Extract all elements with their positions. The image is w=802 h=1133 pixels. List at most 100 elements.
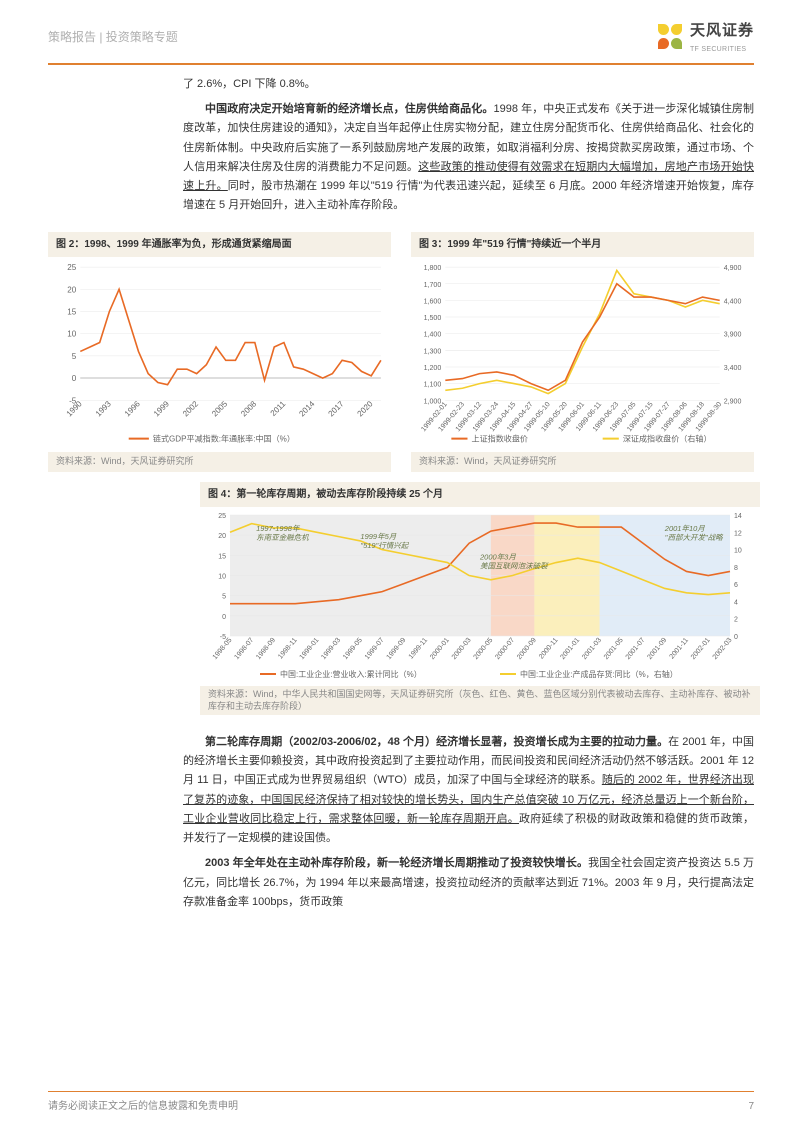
svg-text:10: 10: [218, 573, 226, 580]
paragraph-cycle2: 第二轮库存周期（2002/03-2006/02，48 个月）经济增长显著，投资增…: [183, 733, 754, 849]
svg-text:14: 14: [734, 513, 742, 520]
svg-text:10: 10: [734, 547, 742, 554]
svg-text:1998-11: 1998-11: [277, 636, 299, 660]
svg-text:2017: 2017: [327, 399, 346, 418]
svg-text:2011: 2011: [269, 399, 288, 418]
p3-bold: 2003 年全年处在主动补库存阶段，新一轮经济增长周期推动了投资较快增长。: [205, 857, 588, 869]
chart3-svg: 1,0001,1001,2001,3001,4001,5001,6001,700…: [411, 257, 754, 449]
chart3-source: 资料来源：Wind，天风证券研究所: [411, 452, 754, 471]
svg-text:链式GDP平减指数:年通胀率:中国（%）: 链式GDP平减指数:年通胀率:中国（%）: [153, 433, 295, 443]
chart3-box: 图 3：1999 年"519 行情"持续近一个半月 1,000 1,100 1,20…: [411, 232, 754, 472]
svg-text:2001-09: 2001-09: [646, 636, 668, 660]
svg-text:12: 12: [734, 530, 742, 537]
svg-text:1,300: 1,300: [424, 348, 442, 355]
svg-text:2000-03: 2000-03: [451, 636, 473, 660]
chart4-box: 图 4：第一轮库存周期，被动去库存阶段持续 25 个月 -50510152025…: [200, 482, 760, 715]
section2-text: 第二轮库存周期（2002/03-2006/02，48 个月）经济增长显著，投资增…: [48, 733, 754, 912]
svg-text:2001-07: 2001-07: [625, 636, 647, 660]
svg-text:2008: 2008: [239, 399, 258, 418]
p1-bold: 中国政府决定开始培育新的经济增长点，住房供给商品化。: [205, 103, 493, 115]
svg-text:美国互联网泡沫破裂: 美国互联网泡沫破裂: [480, 561, 549, 570]
svg-text:2000-09: 2000-09: [516, 636, 538, 660]
p1-rest-b: 同时，股市热潮在 1999 年以"519 行情"为代表迅速兴起，延续至 6 月底…: [183, 180, 754, 211]
svg-text:1,000: 1,000: [424, 398, 442, 405]
logo-icon: [658, 24, 684, 50]
p2-bold: 第二轮库存周期（2002/03-2006/02，48 个月）经济增长显著，投资增…: [205, 736, 668, 748]
footer-disclaimer: 请务必阅读正文之后的信息披露和免责申明: [48, 1098, 238, 1115]
svg-text:6: 6: [734, 582, 738, 589]
logo: 天风证券 TF SECURITIES: [658, 18, 754, 55]
svg-text:上证指数收盘价: 上证指数收盘价: [472, 433, 528, 443]
svg-text:2,900: 2,900: [724, 398, 742, 405]
svg-text:1999-01: 1999-01: [299, 636, 321, 660]
svg-text:1999-07: 1999-07: [364, 636, 386, 660]
svg-text:4,400: 4,400: [724, 298, 742, 305]
svg-text:1996: 1996: [123, 399, 142, 418]
svg-text:"519"行情兴起: "519"行情兴起: [360, 541, 409, 550]
svg-text:0: 0: [72, 374, 77, 383]
chart4-svg: -50510152025024681012141998-051998-07199…: [200, 507, 760, 682]
chart4-title: 图 4：第一轮库存周期，被动去库存阶段持续 25 个月: [200, 482, 760, 507]
svg-text:2014: 2014: [297, 399, 316, 418]
page-footer: 请务必阅读正文之后的信息披露和免责申明 7: [48, 1091, 754, 1115]
chart2-box: 图 2：1998、1999 年通胀率为负，形成通货紧缩局面 -505101520…: [48, 232, 391, 472]
svg-text:5: 5: [72, 352, 77, 361]
svg-text:2001年10月: 2001年10月: [664, 524, 706, 533]
svg-text:10: 10: [67, 329, 76, 338]
svg-text:1999年5月: 1999年5月: [360, 532, 396, 541]
svg-text:2020: 2020: [356, 399, 375, 418]
svg-text:5: 5: [222, 593, 226, 600]
svg-text:1998-09: 1998-09: [255, 636, 277, 660]
svg-text:2000-11: 2000-11: [538, 636, 560, 660]
svg-text:25: 25: [67, 263, 76, 272]
breadcrumb: 策略报告 | 投资策略专题: [48, 27, 178, 47]
svg-text:20: 20: [67, 285, 76, 294]
svg-text:1993: 1993: [94, 399, 113, 418]
paragraph-2003: 2003 年全年处在主动补库存阶段，新一轮经济增长周期推动了投资较快增长。我国全…: [183, 854, 754, 912]
svg-text:4: 4: [734, 599, 738, 606]
svg-text:1,400: 1,400: [424, 331, 442, 338]
svg-text:2005: 2005: [210, 399, 229, 418]
chart-row-23: 图 2：1998、1999 年通胀率为负，形成通货紧缩局面 -505101520…: [48, 232, 754, 472]
svg-text:2001-03: 2001-03: [581, 636, 603, 660]
svg-text:东南亚金融危机: 东南亚金融危机: [256, 533, 309, 542]
svg-text:25: 25: [218, 513, 226, 520]
page-header: 策略报告 | 投资策略专题 天风证券 TF SECURITIES: [0, 0, 802, 63]
svg-text:2001-01: 2001-01: [559, 636, 581, 660]
chart2-svg: -505101520251990199319961999200220052008…: [48, 257, 391, 449]
svg-text:0: 0: [734, 634, 738, 641]
svg-text:中国:工业企业:营业收入:累计同比（%）: 中国:工业企业:营业收入:累计同比（%）: [280, 669, 422, 679]
svg-text:2000年3月: 2000年3月: [479, 552, 516, 561]
svg-text:2002-03: 2002-03: [712, 636, 734, 660]
svg-text:"西部大开发"战略: "西部大开发"战略: [665, 533, 724, 542]
logo-text: 天风证券 TF SECURITIES: [690, 18, 754, 55]
svg-text:15: 15: [218, 553, 226, 560]
svg-text:0: 0: [222, 613, 226, 620]
svg-text:2002: 2002: [181, 399, 200, 418]
svg-text:1997-1998年: 1997-1998年: [256, 524, 301, 533]
svg-text:2000-01: 2000-01: [429, 636, 451, 660]
chart4-source: 资料来源：Wind，中华人民共和国国史网等，天风证券研究所（灰色、红色、黄色、蓝…: [200, 686, 760, 715]
svg-text:中国:工业企业:产成品存货:同比（%，右轴）: 中国:工业企业:产成品存货:同比（%，右轴）: [520, 669, 678, 679]
paragraph-housing: 中国政府决定开始培育新的经济增长点，住房供给商品化。1998 年，中央正式发布《…: [183, 100, 754, 216]
svg-text:3,400: 3,400: [724, 365, 742, 372]
page-number: 7: [748, 1098, 754, 1115]
svg-text:1,100: 1,100: [424, 381, 442, 388]
continuation-line: 了 2.6%，CPI 下降 0.8%。: [183, 75, 754, 94]
svg-text:1,500: 1,500: [424, 315, 442, 322]
svg-text:1998-07: 1998-07: [233, 636, 255, 660]
svg-text:1,200: 1,200: [424, 365, 442, 372]
logo-cn: 天风证券: [690, 18, 754, 44]
svg-text:1,800: 1,800: [424, 265, 442, 272]
svg-text:2001-11: 2001-11: [669, 636, 691, 660]
svg-text:2: 2: [734, 616, 738, 623]
svg-text:8: 8: [734, 564, 738, 571]
svg-text:深证成指收盘价（右轴）: 深证成指收盘价（右轴）: [623, 433, 712, 443]
svg-text:1999-09: 1999-09: [386, 636, 408, 660]
svg-text:2001-05: 2001-05: [603, 636, 625, 660]
svg-text:2002-01: 2002-01: [690, 636, 712, 660]
section1-text: 了 2.6%，CPI 下降 0.8%。 中国政府决定开始培育新的经济增长点，住房…: [48, 75, 754, 216]
svg-text:20: 20: [218, 533, 226, 540]
svg-text:2000-07: 2000-07: [494, 636, 516, 660]
chart3-title: 图 3：1999 年"519 行情"持续近一个半月: [411, 232, 754, 257]
